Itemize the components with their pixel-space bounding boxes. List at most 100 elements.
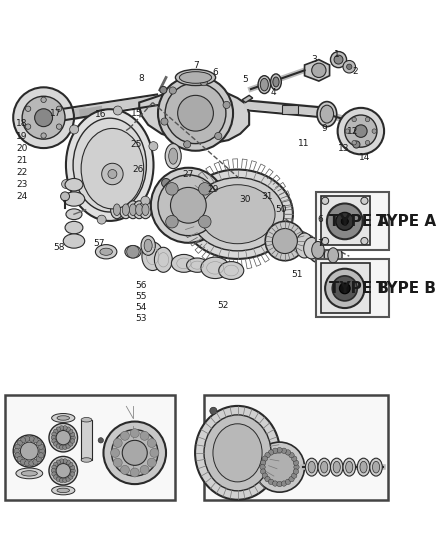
Text: 55: 55	[135, 292, 146, 301]
Ellipse shape	[305, 458, 318, 476]
Ellipse shape	[52, 414, 75, 423]
Circle shape	[345, 115, 377, 147]
Text: 14: 14	[359, 154, 371, 163]
Circle shape	[70, 432, 75, 437]
Circle shape	[66, 460, 71, 464]
Circle shape	[56, 464, 71, 478]
Circle shape	[293, 460, 299, 465]
Circle shape	[122, 440, 147, 465]
Ellipse shape	[66, 109, 153, 221]
Circle shape	[285, 479, 291, 484]
Circle shape	[41, 133, 46, 138]
Ellipse shape	[195, 406, 280, 500]
Circle shape	[97, 215, 106, 224]
Ellipse shape	[175, 69, 215, 85]
Circle shape	[365, 117, 370, 122]
Circle shape	[289, 453, 294, 458]
Circle shape	[166, 215, 178, 228]
Ellipse shape	[213, 424, 262, 482]
Ellipse shape	[81, 458, 92, 462]
Circle shape	[160, 86, 167, 94]
Ellipse shape	[219, 262, 244, 279]
Text: TYPE A: TYPE A	[329, 214, 389, 229]
Circle shape	[20, 438, 26, 443]
Circle shape	[62, 180, 71, 189]
Circle shape	[120, 431, 129, 440]
Text: 5: 5	[243, 75, 248, 84]
Ellipse shape	[317, 102, 337, 127]
Circle shape	[268, 450, 274, 455]
Ellipse shape	[169, 148, 178, 164]
Circle shape	[13, 435, 46, 467]
Circle shape	[51, 469, 56, 473]
Ellipse shape	[66, 209, 82, 220]
Circle shape	[71, 435, 75, 440]
Ellipse shape	[165, 143, 181, 168]
Ellipse shape	[271, 74, 281, 90]
Circle shape	[70, 439, 75, 443]
Text: 26: 26	[133, 165, 144, 174]
Text: 15: 15	[131, 109, 143, 118]
Text: 13: 13	[338, 144, 350, 153]
Circle shape	[355, 125, 367, 138]
Circle shape	[56, 460, 60, 464]
Text: 7: 7	[193, 61, 198, 70]
Ellipse shape	[180, 71, 212, 83]
Text: 19: 19	[16, 132, 28, 141]
Ellipse shape	[370, 458, 382, 476]
Circle shape	[70, 472, 75, 477]
Circle shape	[71, 469, 75, 473]
Circle shape	[210, 407, 217, 415]
Text: 2: 2	[352, 67, 358, 76]
Ellipse shape	[141, 236, 155, 255]
Text: TYPE B: TYPE B	[376, 281, 436, 296]
Bar	[5, 395, 175, 500]
Ellipse shape	[155, 247, 172, 272]
Circle shape	[20, 459, 26, 465]
Circle shape	[51, 435, 56, 440]
Text: 22: 22	[16, 168, 28, 176]
Circle shape	[293, 469, 299, 474]
Ellipse shape	[57, 416, 70, 420]
Circle shape	[53, 462, 58, 466]
Ellipse shape	[333, 462, 340, 473]
Circle shape	[53, 475, 58, 479]
Circle shape	[20, 442, 38, 460]
Circle shape	[170, 188, 206, 223]
Text: 50: 50	[275, 205, 286, 214]
Circle shape	[120, 465, 129, 474]
Text: 6: 6	[212, 68, 218, 77]
Circle shape	[59, 426, 64, 430]
Ellipse shape	[21, 471, 37, 476]
Circle shape	[277, 481, 282, 487]
Text: 6: 6	[317, 215, 323, 224]
Circle shape	[25, 106, 31, 111]
Circle shape	[352, 117, 357, 122]
Circle shape	[321, 197, 328, 204]
Circle shape	[56, 427, 60, 431]
Ellipse shape	[65, 221, 83, 234]
Ellipse shape	[81, 128, 144, 209]
Circle shape	[327, 204, 363, 239]
Circle shape	[161, 118, 168, 125]
Circle shape	[36, 440, 42, 446]
Ellipse shape	[95, 245, 117, 259]
Circle shape	[332, 276, 357, 301]
Circle shape	[272, 481, 278, 486]
Ellipse shape	[63, 234, 85, 248]
Circle shape	[169, 87, 177, 94]
Circle shape	[198, 183, 211, 195]
Circle shape	[17, 440, 22, 446]
Circle shape	[39, 448, 45, 454]
Circle shape	[103, 422, 166, 484]
Circle shape	[321, 238, 328, 245]
Ellipse shape	[304, 238, 320, 259]
Text: 20: 20	[16, 144, 28, 153]
Circle shape	[166, 183, 178, 195]
Ellipse shape	[16, 468, 42, 479]
Circle shape	[361, 197, 368, 204]
Circle shape	[223, 101, 230, 109]
Circle shape	[113, 106, 122, 115]
Text: TYPE B: TYPE B	[329, 281, 389, 296]
Text: 52: 52	[217, 301, 229, 310]
